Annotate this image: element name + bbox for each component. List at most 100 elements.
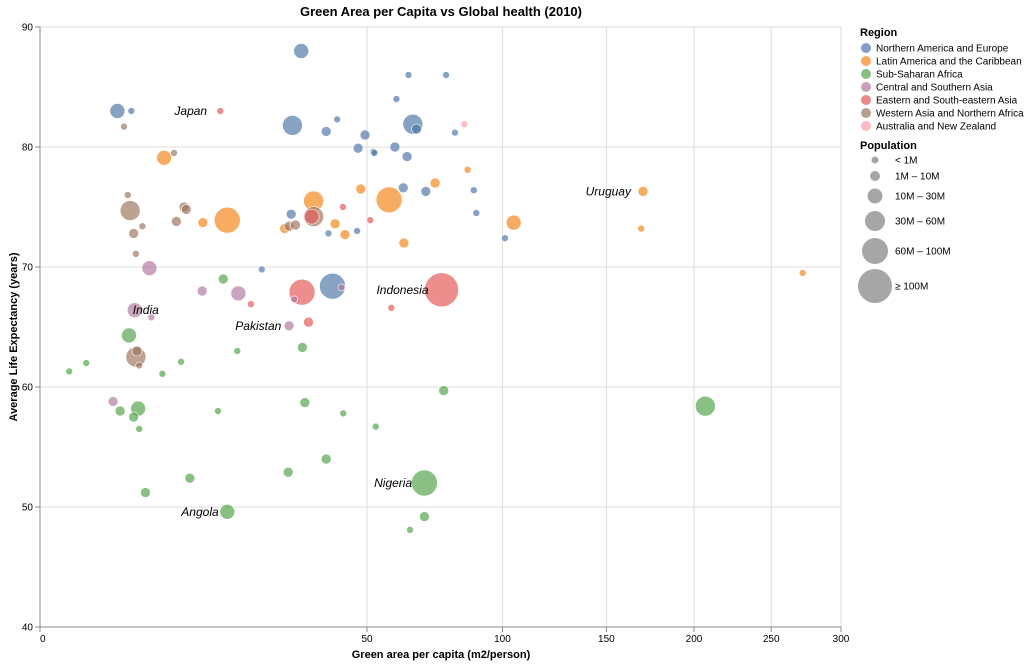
region-legend-title: Region <box>860 27 898 39</box>
data-point <box>695 395 716 417</box>
legend-label: Latin America and the Caribbean <box>876 57 1022 68</box>
country-annotation: Japan <box>173 104 207 118</box>
data-point <box>387 303 396 312</box>
data-point <box>366 216 375 224</box>
data-point <box>472 209 481 217</box>
y-tick-label: 40 <box>22 623 34 634</box>
y-tick-label: 90 <box>22 23 34 34</box>
data-point <box>156 150 172 166</box>
size-legend-swatch <box>867 188 883 204</box>
data-point <box>121 327 137 344</box>
data-point <box>109 103 126 119</box>
data-point <box>398 237 410 249</box>
data-point <box>319 272 346 300</box>
size-legend-label: 30M – 60M <box>895 217 945 228</box>
chart-title: Green Area per Capita vs Global health (… <box>300 4 582 19</box>
data-point <box>370 149 379 157</box>
grid-layer <box>39 26 842 628</box>
data-point <box>429 177 441 189</box>
data-point <box>257 265 266 274</box>
data-point <box>247 300 255 309</box>
data-point <box>120 122 128 131</box>
size-legend-swatch <box>858 269 892 303</box>
x-tick-label: 200 <box>686 634 703 645</box>
data-point <box>404 71 413 79</box>
country-annotation: Angola <box>180 505 219 519</box>
data-point <box>128 411 139 423</box>
data-point <box>470 186 478 194</box>
data-point <box>324 229 333 238</box>
data-point <box>140 487 151 498</box>
data-point <box>171 216 182 227</box>
legend-swatch <box>861 121 871 131</box>
x-tick-label: 0 <box>40 634 46 645</box>
data-point <box>119 200 141 221</box>
data-point <box>114 405 126 417</box>
data-point <box>285 208 297 220</box>
data-point <box>438 385 449 396</box>
data-point <box>196 285 208 297</box>
data-point <box>353 227 361 235</box>
y-tick-label: 70 <box>22 263 34 274</box>
data-point <box>451 128 459 137</box>
data-point <box>463 166 472 174</box>
data-point <box>339 229 351 240</box>
data-point <box>339 203 347 211</box>
data-point <box>798 269 807 277</box>
data-point <box>637 186 649 197</box>
country-annotation: Pakistan <box>235 319 281 333</box>
data-point <box>214 407 222 415</box>
legend-swatch <box>861 43 871 53</box>
data-point <box>392 95 401 103</box>
country-annotation: Indonesia <box>376 283 428 297</box>
legend-swatch <box>861 56 871 66</box>
data-point <box>127 107 136 115</box>
data-point <box>299 397 311 408</box>
data-point <box>320 453 332 465</box>
data-point <box>132 250 140 258</box>
data-point <box>339 409 348 418</box>
legend-swatch <box>861 95 871 105</box>
data-point <box>460 120 469 128</box>
legend-label: Central and Southern Asia <box>876 83 993 94</box>
size-legend-label: ≥ 100M <box>895 282 928 293</box>
data-point <box>333 115 341 124</box>
data-point <box>128 228 139 239</box>
data-point <box>135 361 143 370</box>
data-point <box>82 359 91 367</box>
data-point <box>411 123 422 135</box>
data-point <box>107 396 119 407</box>
data-point <box>290 219 301 231</box>
y-tick-label: 50 <box>22 503 34 514</box>
country-annotation: Uruguay <box>586 184 632 198</box>
data-point <box>126 302 143 319</box>
legend-label: Northern America and Europe <box>876 44 1009 55</box>
data-point <box>329 218 341 230</box>
x-tick-label: 300 <box>833 634 850 645</box>
data-point <box>320 126 332 137</box>
size-legend-label: 10M – 30M <box>895 192 945 203</box>
country-annotation: India <box>133 303 159 317</box>
legend-label: Australia and New Zealand <box>876 122 996 133</box>
data-point <box>217 273 229 285</box>
data-point <box>141 260 158 277</box>
data-point <box>216 107 225 115</box>
data-point <box>233 347 242 355</box>
data-point <box>501 234 509 242</box>
data-point <box>147 313 156 322</box>
data-point <box>397 182 409 194</box>
data-point <box>406 525 414 534</box>
legend-label: Western Asia and Northern Africa <box>876 109 1024 120</box>
size-legend-swatch <box>870 171 880 181</box>
legend-swatch <box>861 108 871 118</box>
legend: Region Northern America and Europe Latin … <box>858 27 1024 303</box>
data-point <box>290 295 298 304</box>
data-point <box>375 186 403 214</box>
data-point <box>297 342 308 353</box>
data-point <box>219 503 236 520</box>
size-legend-label: 1M – 10M <box>895 172 939 183</box>
data-point <box>637 224 645 233</box>
data-point <box>197 217 209 228</box>
data-point <box>230 285 247 302</box>
